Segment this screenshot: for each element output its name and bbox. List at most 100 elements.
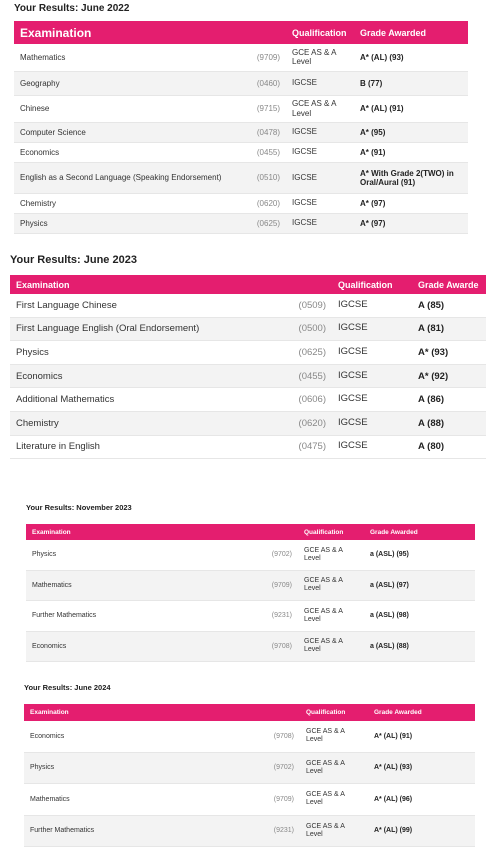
table-row: Further Mathematics (9231) GCE AS & A Leve…: [26, 600, 475, 632]
exam-name: Chemistry: [14, 193, 246, 214]
grade: A* (97): [354, 213, 469, 234]
grade: a (ASL) (95): [364, 540, 475, 571]
table-header-row: Examination Qualification Grade Awarded: [24, 704, 475, 721]
header-grade: Grade Awarded: [354, 21, 469, 44]
header-qualification: Qualification: [332, 275, 413, 294]
qualification: IGCSE: [332, 340, 413, 365]
grade: A (85): [412, 294, 486, 318]
exam-name: First Language English (Oral Endorsement…: [10, 317, 286, 342]
table-row: Mathematics (9709) GCE AS & A Level a (ASL)…: [26, 570, 475, 601]
table-row: Further Mathematics (9231) GCE AS & A Leve…: [24, 815, 475, 847]
qualification: GCE AS & A Level: [300, 815, 368, 847]
exam-name: Further Mathematics: [26, 600, 262, 632]
table-header-row: Examination Qualification Grade Awarded: [26, 524, 475, 540]
grade: A (86): [412, 387, 486, 412]
exam-name: Chemistry: [10, 411, 286, 436]
table-row: Physics (0625) IGCSE A* (93): [10, 340, 486, 365]
grade: a (ASL) (97): [364, 570, 475, 601]
grade: A* (AL) (91): [354, 95, 469, 123]
header-grade: Grade Awarded: [368, 704, 475, 721]
table-row: Chemistry (0620) IGCSE A* (97): [14, 193, 469, 214]
exam-code: (0460): [246, 71, 287, 96]
exam-name: English as a Second Language (Speaking E…: [14, 162, 246, 194]
qualification: IGCSE: [332, 317, 413, 342]
exam-name: Physics: [14, 213, 246, 234]
section-title: Your Results: November 2023: [26, 503, 132, 512]
exam-code: (0620): [286, 411, 333, 436]
table-row: First Language Chinese (0509) IGCSE A (85): [10, 294, 486, 318]
exam-code: (9702): [264, 752, 300, 784]
exam-code: (9702): [262, 540, 298, 571]
grade: A* (AL) (93): [368, 752, 475, 784]
grade: A* (97): [354, 193, 469, 214]
exam-name: First Language Chinese: [10, 294, 286, 318]
grade: A (88): [412, 411, 486, 436]
table-row: English as a Second Language (Speaking E…: [14, 162, 469, 194]
qualification: GCE AS & A Level: [298, 570, 364, 601]
grade: A* (AL) (99): [368, 815, 475, 847]
results-june-2023: Your Results: June 2023 Examination Qual…: [10, 254, 486, 460]
qualification: IGCSE: [332, 387, 413, 412]
exam-name: Economics: [24, 721, 264, 753]
grade: A (81): [412, 317, 486, 342]
exam-code: (0455): [286, 364, 333, 389]
qualification: IGCSE: [332, 411, 413, 436]
qualification: IGCSE: [332, 364, 413, 389]
qualification: GCE AS & A Level: [286, 95, 355, 123]
table-row: Economics (0455) IGCSE A* (91): [14, 142, 469, 163]
grade: A* (93): [412, 340, 486, 365]
header-grade: Grade Awarde: [412, 275, 486, 294]
table-row: Physics (0625) IGCSE A* (97): [14, 213, 469, 234]
table-row: Physics (9702) GCE AS & A Level a (ASL) (95…: [26, 540, 475, 571]
qualification: IGCSE: [286, 162, 355, 194]
qualification: GCE AS & A Level: [300, 783, 368, 816]
header-examination: Examination: [10, 275, 333, 294]
header-examination: Examination: [24, 704, 300, 721]
table-row: Economics (9708) GCE AS & A Level a (ASL) (…: [26, 631, 475, 662]
exam-name: Physics: [10, 340, 286, 365]
exam-name: Further Mathematics: [24, 815, 264, 847]
grade: A* (AL) (91): [368, 721, 475, 753]
table-header-row: Examination Qualification Grade Awarde: [10, 275, 486, 294]
table-row: Economics (9708) GCE AS & A Level A* (AL) (…: [24, 721, 475, 753]
qualification: IGCSE: [286, 122, 355, 143]
qualification: IGCSE: [332, 294, 413, 318]
grade: B (77): [354, 71, 469, 96]
exam-name: Geography: [14, 71, 246, 96]
exam-name: Chinese: [14, 95, 246, 123]
grade: a (ASL) (88): [364, 631, 475, 662]
results-table: Examination Qualification Grade Awarde F…: [10, 275, 486, 460]
exam-code: (9709): [262, 570, 298, 601]
header-examination: Examination: [14, 21, 287, 44]
grade: A* (92): [412, 364, 486, 389]
exam-name: Physics: [24, 752, 264, 784]
exam-code: (9231): [262, 600, 298, 632]
exam-code: (9708): [264, 721, 300, 753]
qualification: IGCSE: [286, 213, 355, 234]
qualification: GCE AS & A Level: [300, 752, 368, 784]
results-table: Examination Qualification Grade Awarded …: [26, 524, 475, 662]
header-qualification: Qualification: [300, 704, 368, 721]
table-row: Mathematics (9709) GCE AS & A Level A* (AL)…: [24, 783, 475, 816]
exam-name: Literature in English: [10, 435, 286, 460]
exam-code: (0478): [246, 122, 287, 143]
exam-name: Economics: [26, 631, 262, 662]
exam-name: Economics: [14, 142, 246, 163]
exam-code: (9715): [246, 95, 287, 123]
table-row: Literature in English (0475) IGCSE A (80): [10, 435, 486, 460]
exam-name: Computer Science: [14, 122, 246, 143]
table-row: Physics (9702) GCE AS & A Level A* (AL) (93…: [24, 752, 475, 784]
exam-name: Mathematics: [24, 783, 264, 816]
exam-name: Economics: [10, 364, 286, 389]
table-row: Economics (0455) IGCSE A* (92): [10, 364, 486, 389]
table-row: Mathematics (9709) GCE AS & A Level A* (AL)…: [14, 44, 469, 72]
qualification: GCE AS & A Level: [286, 44, 355, 72]
table-row: Chinese (9715) GCE AS & A Level A* (AL) (91…: [14, 95, 469, 123]
table-row: Chemistry (0620) IGCSE A (88): [10, 411, 486, 436]
qualification: GCE AS & A Level: [298, 631, 364, 662]
section-title: Your Results: June 2023: [10, 254, 137, 266]
table-row: Additional Mathematics (0606) IGCSE A (86): [10, 387, 486, 412]
header-qualification: Qualification: [286, 21, 355, 44]
qualification: IGCSE: [286, 193, 355, 214]
header-grade: Grade Awarded: [364, 524, 475, 540]
